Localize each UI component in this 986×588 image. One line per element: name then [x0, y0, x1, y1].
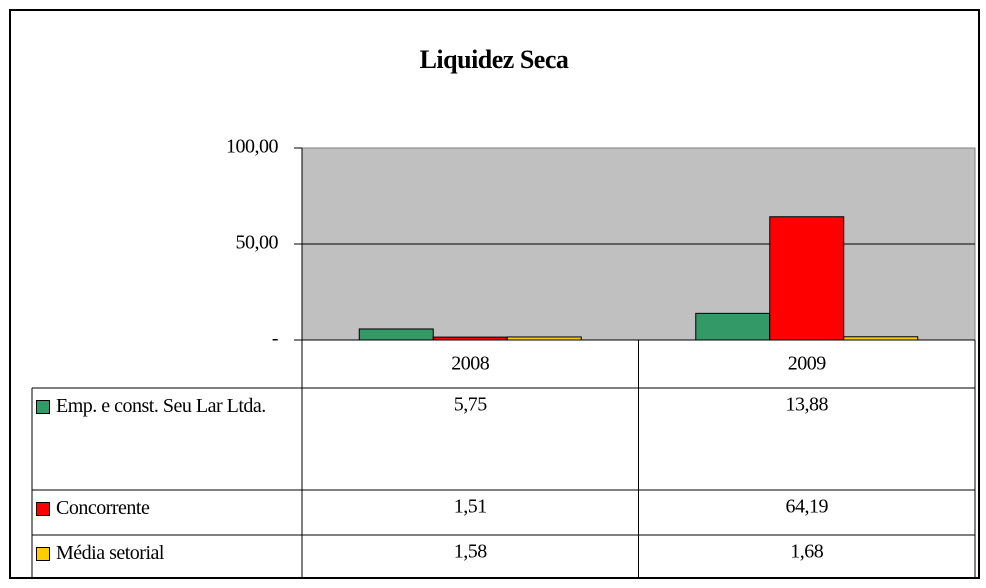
- data-table-value: 1,58: [454, 541, 488, 563]
- y-tick-label: 50,00: [236, 232, 279, 254]
- legend-entry: Emp. e const. Seu Lar Ltda.: [32, 391, 298, 421]
- chart-title: Liquidez Seca: [420, 45, 569, 74]
- legend-label: Concorrente: [32, 493, 298, 523]
- bar: [769, 216, 845, 341]
- y-tick-label: -: [272, 328, 278, 350]
- bar: [358, 328, 434, 341]
- bar: [695, 312, 771, 341]
- data-table-value: 64,19: [786, 496, 829, 518]
- legend-label: Emp. e const. Seu Lar Ltda.: [32, 391, 298, 421]
- legend-key: [36, 400, 50, 414]
- legend-key: [36, 502, 50, 516]
- x-tick-label: 2008: [451, 353, 490, 375]
- data-table-value: 5,75: [454, 394, 488, 416]
- legend-key: [36, 547, 50, 561]
- y-tick-label: 100,00: [226, 136, 279, 158]
- data-table-value: 1,68: [790, 541, 824, 563]
- legend-label: Média setorial: [32, 538, 298, 568]
- legend-entry: Média setorial: [32, 538, 298, 568]
- legend-text: Média setorial: [56, 542, 164, 564]
- legend-text: Emp. e const. Seu Lar Ltda.: [56, 395, 266, 417]
- legend-entry: Concorrente: [32, 493, 298, 523]
- data-table-value: 1,51: [454, 496, 487, 518]
- legend-text: Concorrente: [56, 497, 150, 519]
- x-tick-label: 2009: [788, 353, 827, 375]
- data-table-value: 13,88: [786, 394, 829, 416]
